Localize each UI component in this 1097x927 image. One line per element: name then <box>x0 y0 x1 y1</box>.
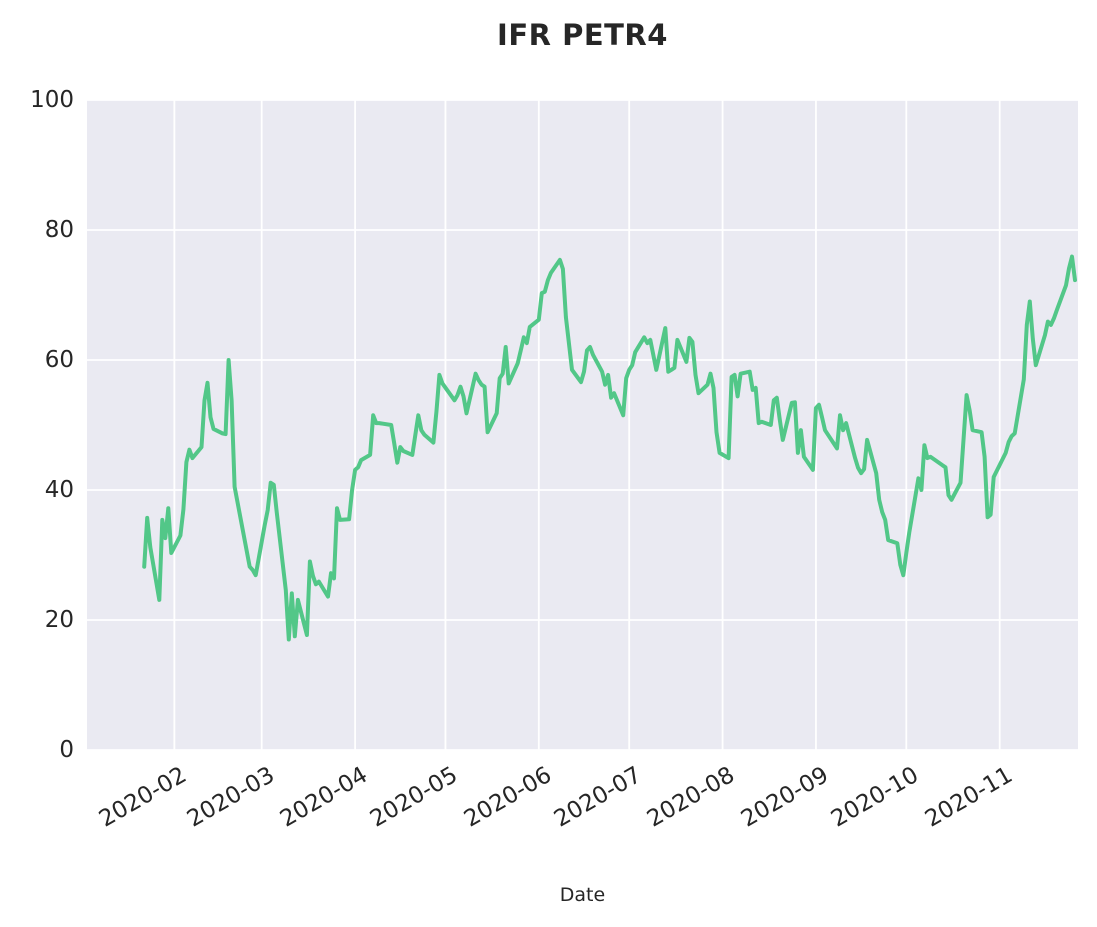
y-tick-label: 60 <box>44 346 74 373</box>
y-tick-label: 100 <box>30 86 74 113</box>
chart-title: IFR PETR4 <box>497 18 668 52</box>
y-tick-label: 40 <box>44 476 74 503</box>
plot-area <box>87 100 1078 750</box>
ifr-line-series <box>142 254 1077 642</box>
y-tick-label: 80 <box>44 216 74 243</box>
y-tick-label: 0 <box>59 736 74 763</box>
x-axis-label: Date <box>559 884 606 906</box>
y-tick-label: 20 <box>44 606 74 633</box>
